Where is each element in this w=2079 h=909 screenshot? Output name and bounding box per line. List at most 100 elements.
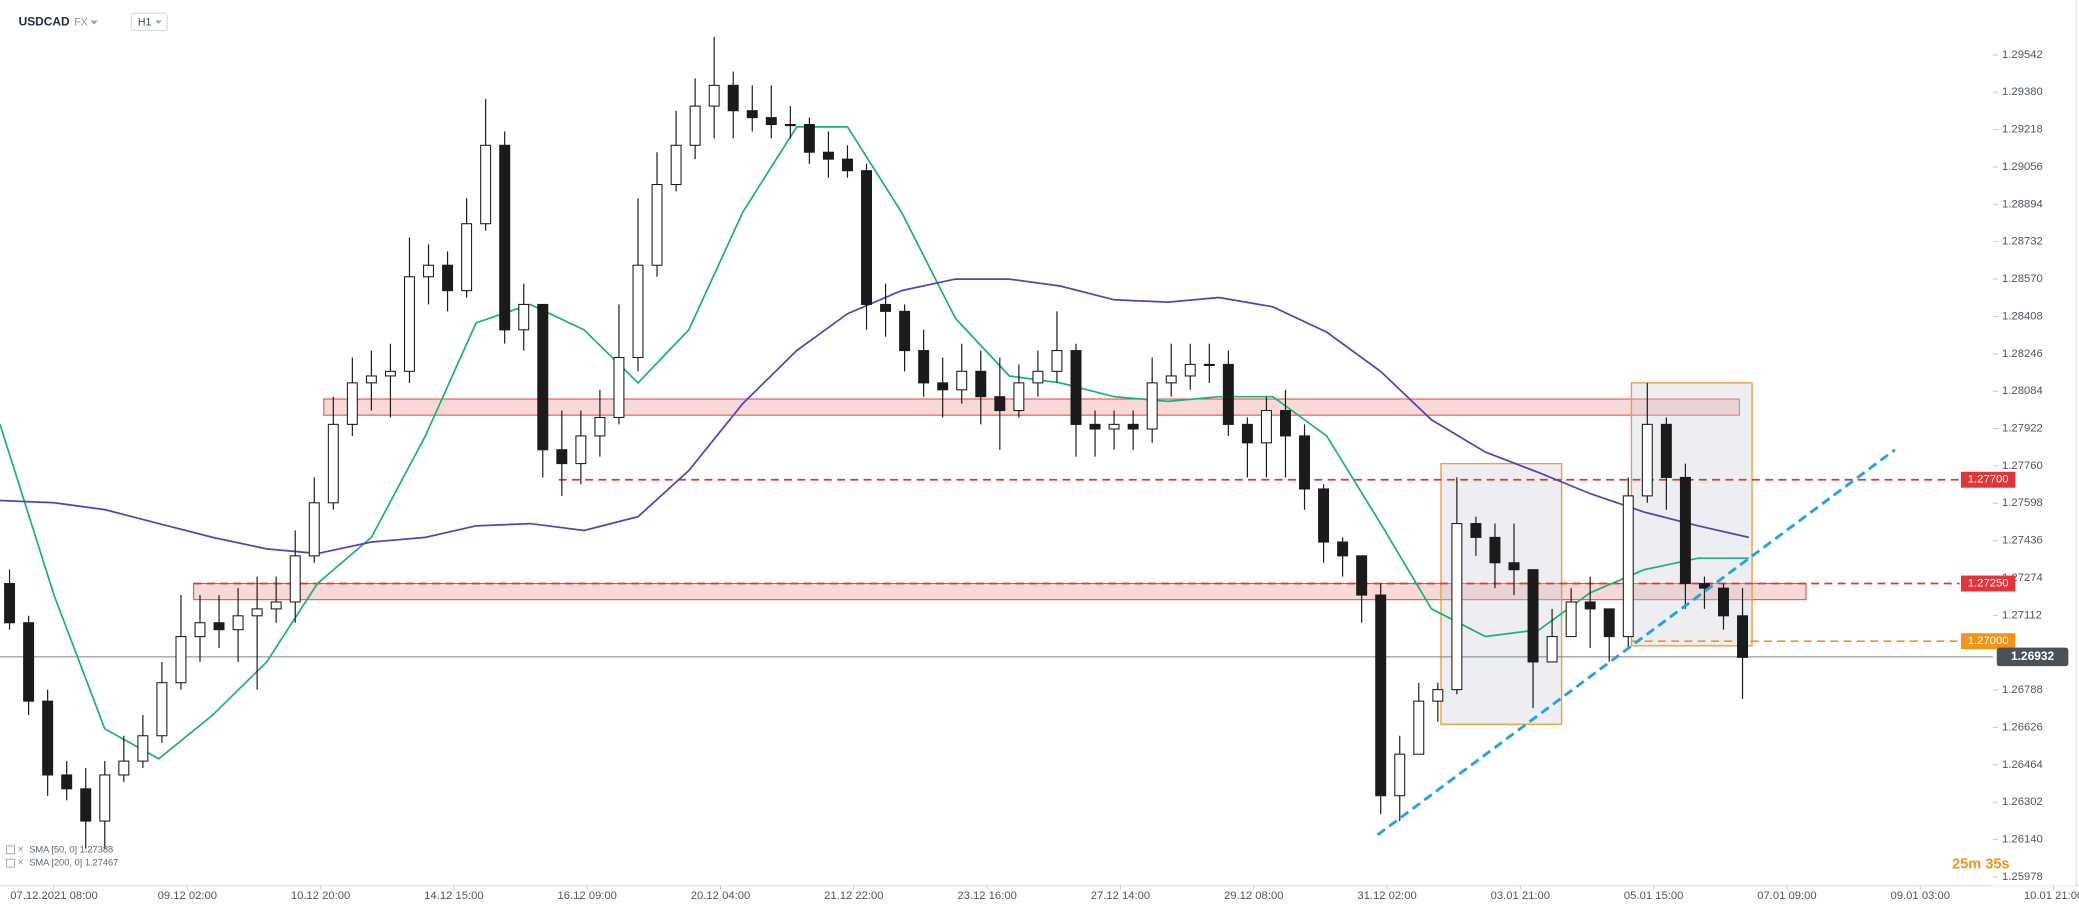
countdown: 25m 35s	[1952, 856, 2010, 872]
symbol[interactable]: USDCAD	[19, 15, 70, 29]
x-tick-label: 07.01 09:00	[1757, 890, 1816, 902]
candle-body	[575, 435, 587, 465]
candle-body	[1660, 423, 1672, 478]
x-tick-label: 09.12 02:00	[158, 890, 217, 902]
candle-body	[689, 105, 701, 146]
zone	[193, 582, 1807, 601]
candle-body	[1698, 582, 1710, 589]
candle-body	[632, 264, 644, 359]
candle-body	[423, 264, 434, 278]
candle-body	[1241, 423, 1253, 444]
x-tick-label: 05.01 15:00	[1624, 890, 1683, 902]
level-label-box	[1960, 575, 2016, 592]
candle-body	[1089, 423, 1101, 430]
candle-body	[803, 124, 815, 153]
x-tick-label: 21.12 22:00	[824, 890, 883, 902]
legend-entry: SMA [200, 0] 1.27467	[29, 858, 118, 868]
dropdown-icon[interactable]	[90, 20, 99, 25]
y-tick-label: 1.29218	[2002, 124, 2043, 136]
candle-body	[1165, 375, 1177, 384]
x-tick-label: 31.12 02:00	[1357, 890, 1416, 902]
sma-line	[0, 278, 1750, 555]
candle-body	[480, 144, 492, 225]
y-tick-label: 1.28732	[2002, 236, 2043, 248]
candle-body	[1527, 569, 1539, 663]
legend-entry: SMA [50, 0] 1.27388	[29, 844, 113, 854]
candle-body	[1489, 536, 1501, 564]
x-tick-label: 03.01 21:00	[1491, 890, 1550, 902]
y-tick-label: 1.28570	[2002, 273, 2043, 285]
candle-body	[1222, 363, 1234, 425]
y-tick-label: 1.27598	[2002, 497, 2043, 509]
y-tick-label: 1.29542	[2002, 49, 2043, 61]
current-price-box	[1996, 647, 2069, 667]
candle-body	[461, 223, 473, 292]
candle-body	[1718, 587, 1729, 617]
y-tick-label: 1.27274	[2002, 572, 2043, 584]
legend-close-icon: ✕	[17, 858, 24, 867]
market[interactable]: FX	[74, 16, 88, 28]
candle-body	[1318, 488, 1330, 543]
candle-body	[1394, 753, 1406, 797]
x-tick-label: 20.12 04:00	[691, 890, 750, 902]
candle-body	[956, 370, 968, 391]
candle-body	[1679, 476, 1691, 585]
candle-body	[1013, 382, 1025, 412]
y-tick-label: 1.28084	[2002, 385, 2043, 397]
candle-body	[822, 151, 834, 160]
candle-body	[670, 144, 682, 186]
candle-body	[1451, 523, 1463, 691]
timeframe-box[interactable]	[130, 12, 168, 32]
candle-body	[899, 310, 911, 352]
legend-close-icon: ✕	[17, 845, 24, 854]
y-tick-label: 1.27436	[2002, 535, 2043, 547]
candle-body	[1337, 541, 1349, 557]
candle-body	[327, 423, 339, 504]
candle-body	[289, 555, 301, 603]
candle-body	[80, 788, 92, 822]
candle-body	[232, 615, 244, 631]
candle-body	[1432, 689, 1444, 702]
level-label-box	[1960, 471, 2016, 488]
candle-body	[1070, 350, 1082, 425]
timeframe[interactable]: H1	[138, 16, 152, 28]
candle-body	[175, 636, 187, 684]
y-tick-label: 1.26788	[2002, 684, 2043, 696]
y-tick-label: 1.26302	[2002, 796, 2043, 808]
trendline	[1376, 448, 1896, 837]
candle-body	[1565, 601, 1577, 638]
candle-body	[1603, 608, 1615, 638]
candle-body	[880, 303, 892, 312]
x-tick-label: 10.01 21:00	[2024, 890, 2079, 902]
candle-body	[1279, 410, 1291, 437]
candle-body	[1032, 370, 1044, 384]
candle-body	[727, 84, 739, 112]
x-tick-label: 16.12 09:00	[557, 890, 616, 902]
candle-body	[499, 144, 511, 331]
range-box	[1630, 382, 1753, 647]
candle-body	[1184, 363, 1196, 377]
level-label: 1.27000	[1968, 635, 2009, 647]
legend-icon	[6, 858, 16, 868]
candle-body	[708, 84, 720, 107]
y-tick-label: 1.25978	[2002, 871, 2043, 883]
y-tick-label: 1.29380	[2002, 86, 2043, 98]
level-label: 1.27250	[1968, 577, 2009, 589]
candle-body	[918, 350, 930, 384]
candle-body	[556, 449, 568, 465]
candle-body	[1641, 423, 1653, 497]
candle-body	[1737, 615, 1749, 658]
price-axis-bg	[1992, 0, 2075, 886]
y-tick-label: 1.28894	[2002, 198, 2043, 210]
candle-body	[765, 117, 777, 126]
candle-body	[594, 416, 606, 437]
current-price-label: 1.26932	[2011, 649, 2054, 663]
dropdown-icon[interactable]	[155, 20, 162, 24]
candle-body	[365, 375, 377, 384]
candle-body	[194, 622, 206, 638]
x-tick-label: 09.01 03:00	[1891, 890, 1950, 902]
x-tick-label: 27.12 14:00	[1091, 890, 1150, 902]
candle-body	[1375, 594, 1387, 797]
candle-body	[23, 622, 35, 702]
